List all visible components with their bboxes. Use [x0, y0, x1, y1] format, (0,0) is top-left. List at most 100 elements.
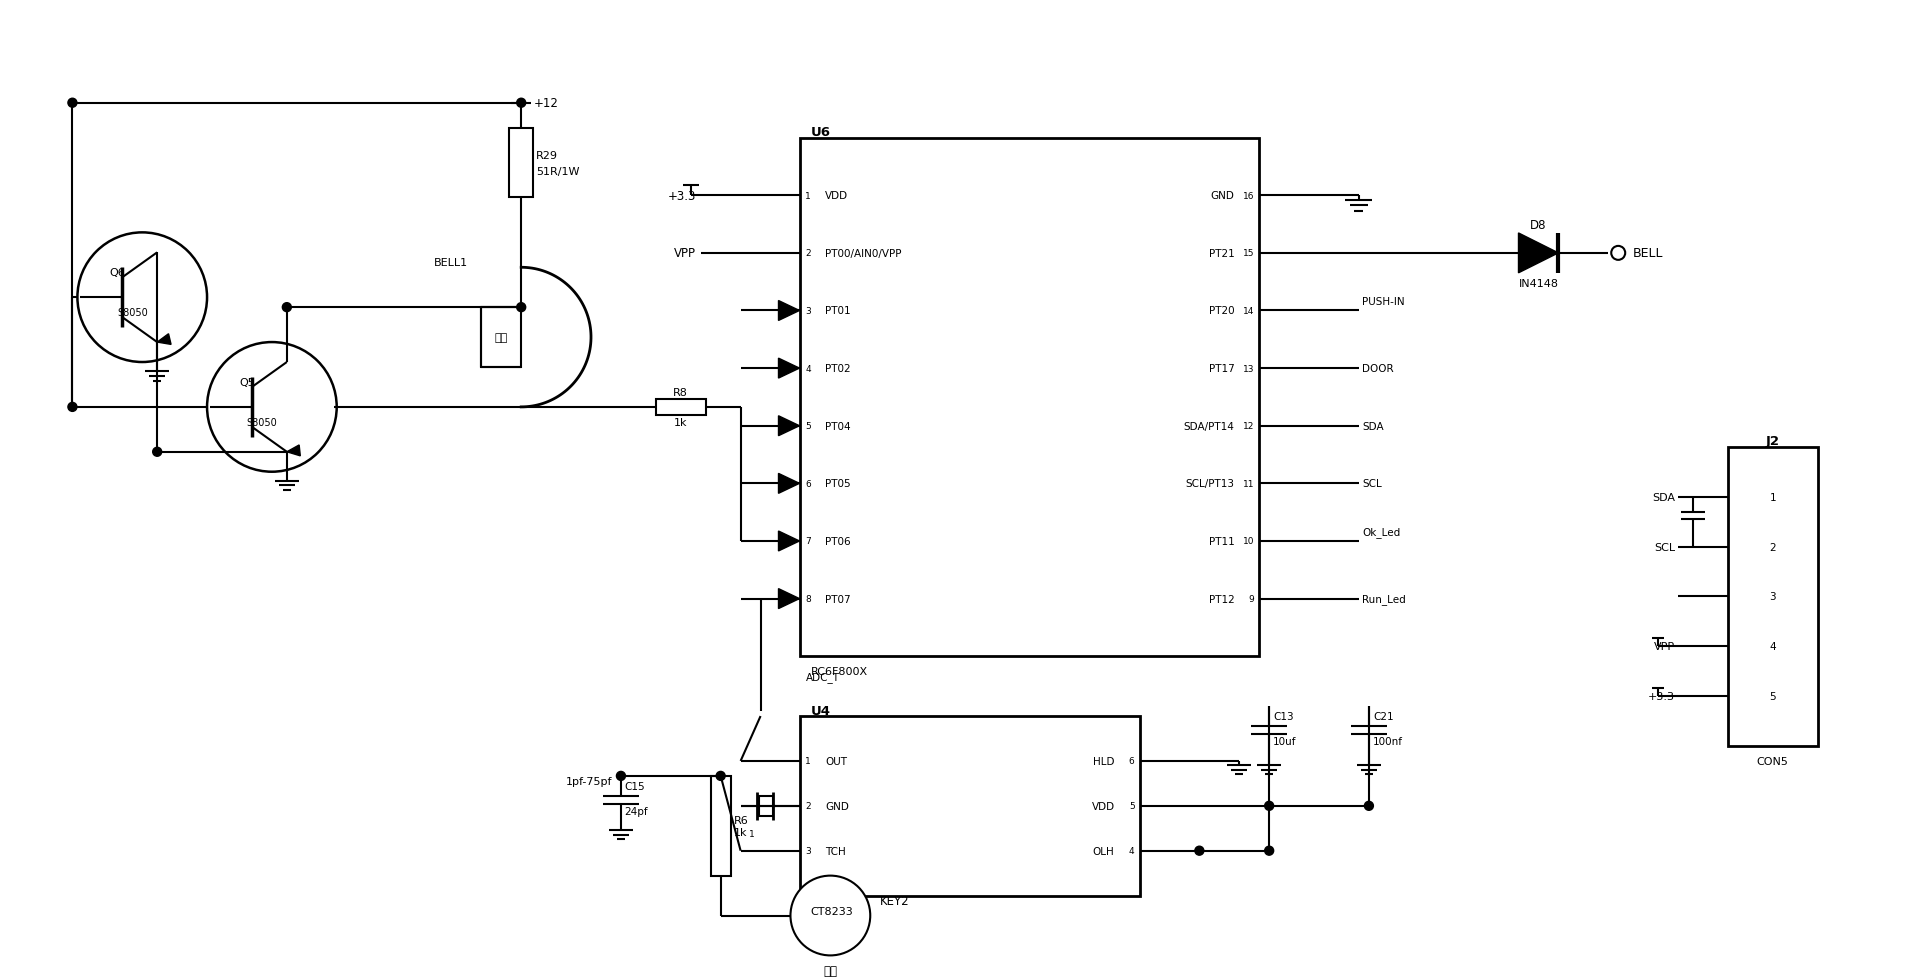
Circle shape: [1265, 846, 1274, 856]
Text: U4: U4: [810, 704, 831, 717]
Text: PT02: PT02: [825, 364, 850, 374]
Text: 1k: 1k: [675, 418, 688, 427]
Text: +12: +12: [534, 97, 559, 111]
Text: BELL1: BELL1: [434, 258, 469, 268]
Circle shape: [67, 99, 77, 109]
Text: 触摸: 触摸: [823, 964, 837, 977]
Bar: [758, 796, 773, 816]
Text: HLD: HLD: [1093, 756, 1114, 766]
Polygon shape: [1519, 234, 1558, 274]
Text: PT17: PT17: [1209, 364, 1234, 374]
Text: Ok_Led: Ok_Led: [1361, 526, 1400, 538]
Text: PT12: PT12: [1209, 594, 1234, 604]
Text: GND: GND: [825, 801, 848, 811]
Text: TCH: TCH: [825, 846, 846, 856]
Text: BELL: BELL: [1633, 247, 1664, 260]
Bar: [800, 139, 1259, 656]
Circle shape: [1365, 802, 1373, 811]
Text: C15: C15: [625, 781, 644, 791]
Text: ADC_T: ADC_T: [806, 671, 839, 682]
Text: PT06: PT06: [825, 536, 850, 547]
Circle shape: [1195, 846, 1203, 856]
Text: 24pf: 24pf: [625, 806, 648, 816]
Text: 1: 1: [748, 829, 754, 838]
Circle shape: [1612, 246, 1625, 260]
Bar: [509, 128, 534, 199]
Text: 6: 6: [806, 479, 812, 488]
Text: VDD: VDD: [825, 191, 848, 201]
Circle shape: [152, 448, 162, 457]
Polygon shape: [779, 359, 800, 378]
Text: 8: 8: [806, 595, 812, 603]
Text: 9: 9: [1249, 595, 1255, 603]
Text: 4: 4: [1770, 642, 1776, 651]
Text: 12: 12: [1244, 422, 1255, 430]
Circle shape: [715, 772, 725, 780]
Text: 2: 2: [806, 249, 812, 258]
Circle shape: [790, 875, 870, 956]
Bar: [482, 308, 521, 368]
Text: VPP: VPP: [673, 247, 696, 260]
Polygon shape: [779, 301, 800, 321]
Text: +3.3: +3.3: [667, 190, 696, 202]
Text: R8: R8: [673, 387, 688, 397]
Text: OUT: OUT: [825, 756, 848, 766]
Text: 5: 5: [1128, 802, 1134, 811]
Text: GND: GND: [1211, 191, 1234, 201]
Text: IN4148: IN4148: [1519, 279, 1558, 289]
Text: 13: 13: [1244, 364, 1255, 374]
Text: 3: 3: [1770, 592, 1776, 601]
Text: 3: 3: [806, 307, 812, 316]
Text: U6: U6: [810, 126, 831, 139]
Text: RC6F800X: RC6F800X: [810, 666, 868, 677]
Text: 5: 5: [806, 422, 812, 430]
Text: 15: 15: [1244, 249, 1255, 258]
Text: SDA/PT14: SDA/PT14: [1184, 422, 1234, 431]
Bar: [1727, 447, 1818, 746]
Text: 1: 1: [806, 192, 812, 200]
Text: 4: 4: [806, 364, 812, 374]
Text: S8050: S8050: [247, 418, 278, 427]
Text: 10uf: 10uf: [1272, 736, 1298, 746]
Circle shape: [617, 772, 625, 780]
Text: PT05: PT05: [825, 479, 850, 489]
Text: PT00/AIN0/VPP: PT00/AIN0/VPP: [825, 248, 902, 258]
Circle shape: [1265, 802, 1274, 811]
Circle shape: [517, 303, 526, 312]
Text: R29: R29: [536, 151, 559, 160]
Text: CT8233: CT8233: [810, 906, 854, 915]
Polygon shape: [779, 589, 800, 609]
Circle shape: [77, 233, 206, 363]
Text: C21: C21: [1373, 711, 1394, 722]
Text: PUSH-IN: PUSH-IN: [1361, 297, 1404, 307]
Polygon shape: [779, 417, 800, 436]
Circle shape: [517, 99, 526, 109]
Text: SCL/PT13: SCL/PT13: [1186, 479, 1234, 489]
Text: SDA: SDA: [1361, 422, 1384, 431]
Text: 6: 6: [1128, 757, 1134, 766]
Circle shape: [67, 403, 77, 412]
Text: 2: 2: [806, 802, 812, 811]
Text: KEY2: KEY2: [881, 894, 910, 908]
Polygon shape: [779, 474, 800, 494]
Text: 1k: 1k: [735, 826, 748, 837]
Text: 14: 14: [1244, 307, 1255, 316]
Text: CON5: CON5: [1756, 756, 1789, 766]
Bar: [656, 399, 706, 416]
Text: 5: 5: [1770, 691, 1776, 701]
Text: 100nf: 100nf: [1373, 736, 1404, 746]
Text: 11: 11: [1244, 479, 1255, 488]
Polygon shape: [287, 446, 301, 457]
Text: 门铃: 门铃: [495, 333, 507, 342]
Text: VDD: VDD: [1091, 801, 1114, 811]
Text: +3.3: +3.3: [1648, 691, 1675, 701]
Text: 2: 2: [1770, 542, 1776, 552]
Text: PT01: PT01: [825, 306, 850, 316]
Text: 1pf-75pf: 1pf-75pf: [567, 777, 613, 786]
Text: PT07: PT07: [825, 594, 850, 604]
Polygon shape: [158, 334, 172, 345]
Text: PT04: PT04: [825, 422, 850, 431]
Text: 10: 10: [1244, 537, 1255, 546]
Text: 51R/1W: 51R/1W: [536, 166, 580, 176]
Text: SDA: SDA: [1652, 492, 1675, 502]
